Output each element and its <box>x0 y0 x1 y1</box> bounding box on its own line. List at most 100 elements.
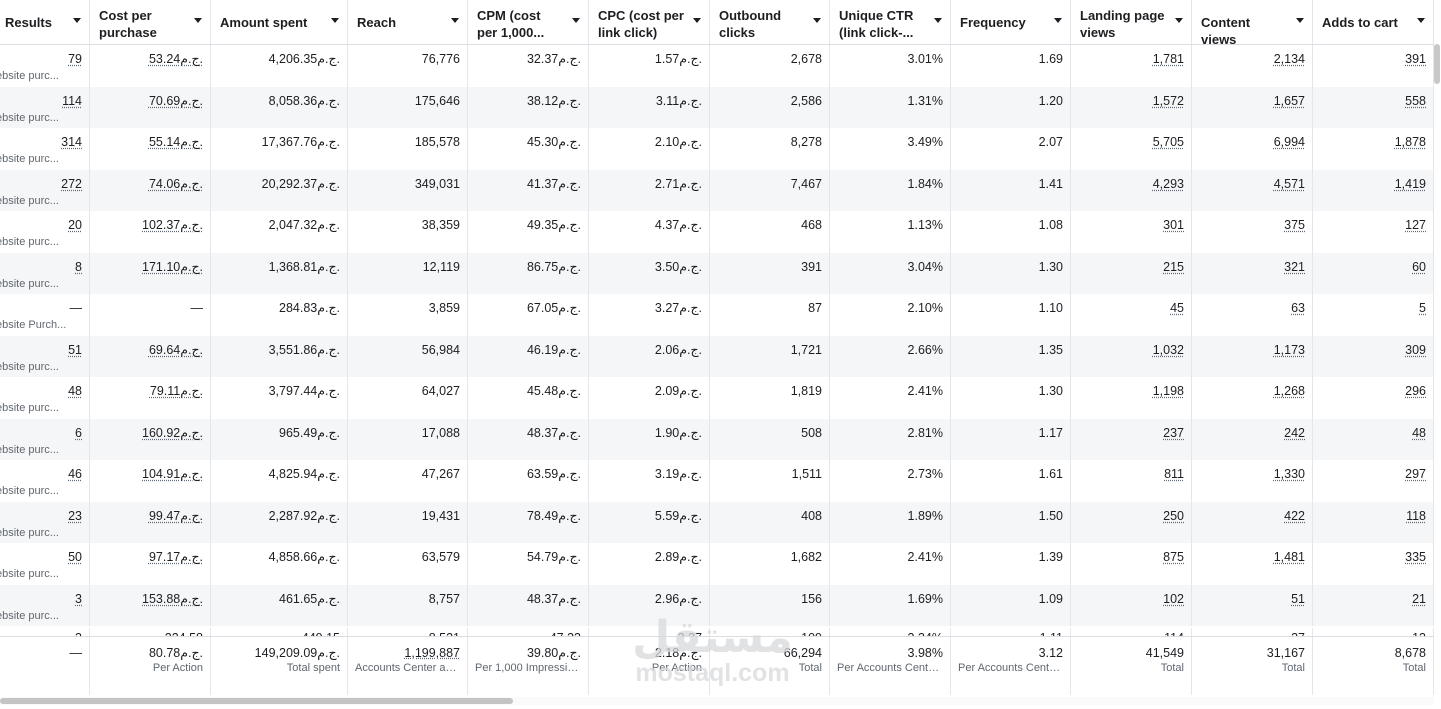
cell-results[interactable]: 6 ebsite purc... <box>0 418 90 460</box>
sort-caret-icon[interactable] <box>331 18 339 23</box>
sort-caret-icon[interactable] <box>194 18 202 23</box>
cell-cv[interactable]: 63 <box>1192 294 1313 336</box>
header-outbound[interactable]: Outbound clicks <box>710 0 830 44</box>
cell-cv[interactable]: 375 <box>1192 211 1313 253</box>
table-row[interactable]: 50 ebsite purc... 97.17ج.م. 4,858.66ج.م. 63,… <box>0 543 1434 585</box>
cell-cv[interactable]: 51 <box>1192 584 1313 626</box>
cell-atc[interactable]: 1,878 <box>1313 128 1434 170</box>
table-row[interactable]: — ebsite Purch... —284.83ج.م. 3,859 67.05ج.م… <box>0 294 1434 336</box>
cell-atc[interactable]: 127 <box>1313 211 1434 253</box>
table-row[interactable]: 51 ebsite purc... 69.64ج.م. 3,551.86ج.م. 56,… <box>0 335 1434 377</box>
sort-caret-icon[interactable] <box>73 18 81 23</box>
cell-lpv[interactable]: 215 <box>1071 252 1192 294</box>
cell-cv[interactable]: 2,134 <box>1192 45 1313 87</box>
header-freq[interactable]: Frequency <box>951 0 1071 44</box>
cell-cpp[interactable]: 69.64ج.م. <box>90 335 211 377</box>
cell-cpp[interactable]: 55.14ج.م. <box>90 128 211 170</box>
cell-results[interactable]: 3 ebsite purc... <box>0 584 90 626</box>
cell-cv[interactable]: 1,173 <box>1192 335 1313 377</box>
vertical-scrollbar[interactable] <box>1434 0 1441 709</box>
sort-caret-icon[interactable] <box>451 18 459 23</box>
cell-lpv[interactable]: 237 <box>1071 418 1192 460</box>
cell-results[interactable]: 114 ebsite purc... <box>0 86 90 128</box>
sort-caret-icon[interactable] <box>1175 18 1183 23</box>
cell-atc[interactable]: 118 <box>1313 501 1434 543</box>
table-row[interactable]: 3 ebsite purc... 153.88ج.م. 461.65ج.م. 8,757… <box>0 584 1434 626</box>
table-row[interactable]: 46 ebsite purc... 104.91ج.م. 4,825.94ج.م. 47… <box>0 460 1434 502</box>
table-row[interactable]: 314 ebsite purc... 55.14ج.م. 17,367.76ج.م. 1… <box>0 128 1434 170</box>
header-cpp[interactable]: Cost per purchase <box>90 0 211 44</box>
cell-atc[interactable]: 297 <box>1313 460 1434 502</box>
header-cpc[interactable]: CPC (cost per link click) <box>589 0 710 44</box>
cell-cpp[interactable]: 53.24ج.م. <box>90 45 211 87</box>
cell-results[interactable]: 20 ebsite purc... <box>0 211 90 253</box>
sort-caret-icon[interactable] <box>1417 18 1425 23</box>
cell-atc[interactable]: 48 <box>1313 418 1434 460</box>
cell-atc[interactable]: 21 <box>1313 584 1434 626</box>
cell-atc[interactable]: 60 <box>1313 252 1434 294</box>
cell-lpv[interactable]: 45 <box>1071 294 1192 336</box>
header-atc[interactable]: Adds to cart <box>1313 0 1434 44</box>
cell-atc[interactable]: 558 <box>1313 86 1434 128</box>
cell-results[interactable]: 8 ebsite purc... <box>0 252 90 294</box>
cell-atc[interactable]: 335 <box>1313 543 1434 585</box>
sort-caret-icon[interactable] <box>693 18 701 23</box>
cell-cpp[interactable]: 171.10ج.م. <box>90 252 211 294</box>
cell-cpp[interactable]: 153.88ج.م. <box>90 584 211 626</box>
cell-results[interactable]: 272 ebsite purc... <box>0 169 90 211</box>
table-row[interactable]: 6 ebsite purc... 160.92ج.م. 965.49ج.م. 17,08… <box>0 418 1434 460</box>
cell-lpv[interactable]: 301 <box>1071 211 1192 253</box>
cell-cpp[interactable]: 160.92ج.م. <box>90 418 211 460</box>
table-row[interactable]: 79 ebsite purc... 53.24ج.م. 4,206.35ج.م. 76,… <box>0 45 1434 87</box>
header-lpv[interactable]: Landing page views <box>1071 0 1192 44</box>
sort-caret-icon[interactable] <box>572 18 580 23</box>
cell-lpv[interactable]: 102 <box>1071 584 1192 626</box>
cell-lpv[interactable]: 4,293 <box>1071 169 1192 211</box>
cell-cpp[interactable]: 79.11ج.م. <box>90 377 211 419</box>
cell-results[interactable]: 23 ebsite purc... <box>0 501 90 543</box>
cell-lpv[interactable]: 5,705 <box>1071 128 1192 170</box>
table-row[interactable]: 23 ebsite purc... 99.47ج.م. 2,287.92ج.م. 19,… <box>0 501 1434 543</box>
table-row[interactable]: 114 ebsite purc... 70.69ج.م. 8,058.36ج.م. 17… <box>0 86 1434 128</box>
sort-caret-icon[interactable] <box>1054 18 1062 23</box>
sort-caret-icon[interactable] <box>1296 18 1304 23</box>
header-spent[interactable]: Amount spent <box>211 0 348 44</box>
cell-atc[interactable]: 391 <box>1313 45 1434 87</box>
vertical-scroll-thumb[interactable] <box>1434 44 1440 84</box>
table-row[interactable]: 48 ebsite purc... 79.11ج.م. 3,797.44ج.م. 64,… <box>0 377 1434 419</box>
cell-cpp[interactable]: 74.06ج.م. <box>90 169 211 211</box>
cell-cpp[interactable]: — <box>90 294 211 336</box>
cell-atc[interactable]: 296 <box>1313 377 1434 419</box>
table-row[interactable]: 8 ebsite purc... 171.10ج.م. 1,368.81ج.م. 12,… <box>0 252 1434 294</box>
cell-cv[interactable]: 1,330 <box>1192 460 1313 502</box>
table-row[interactable]: 20 ebsite purc... 102.37ج.م. 2,047.32ج.م. 38… <box>0 211 1434 253</box>
sort-caret-icon[interactable] <box>813 18 821 23</box>
cell-results[interactable]: 50 ebsite purc... <box>0 543 90 585</box>
cell-results[interactable]: 79 ebsite purc... <box>0 45 90 87</box>
cell-results[interactable]: 46 ebsite purc... <box>0 460 90 502</box>
header-cpm[interactable]: CPM (cost per 1,000... <box>468 0 589 44</box>
cell-cpp[interactable]: 97.17ج.م. <box>90 543 211 585</box>
cell-cv[interactable]: 4,571 <box>1192 169 1313 211</box>
cell-cv[interactable]: 242 <box>1192 418 1313 460</box>
cell-lpv[interactable]: 1,572 <box>1071 86 1192 128</box>
cell-cpp[interactable]: 104.91ج.م. <box>90 460 211 502</box>
cell-lpv[interactable]: 1,032 <box>1071 335 1192 377</box>
cell-atc[interactable]: 309 <box>1313 335 1434 377</box>
cell-lpv[interactable]: 250 <box>1071 501 1192 543</box>
cell-cpp[interactable]: 99.47ج.م. <box>90 501 211 543</box>
cell-lpv[interactable]: 875 <box>1071 543 1192 585</box>
cell-atc[interactable]: 5 <box>1313 294 1434 336</box>
cell-lpv[interactable]: 811 <box>1071 460 1192 502</box>
header-reach[interactable]: Reach <box>348 0 468 44</box>
cell-lpv[interactable]: 1,198 <box>1071 377 1192 419</box>
header-cv[interactable]: Content views <box>1192 0 1313 44</box>
cell-lpv[interactable]: 1,781 <box>1071 45 1192 87</box>
cell-cv[interactable]: 422 <box>1192 501 1313 543</box>
sort-caret-icon[interactable] <box>934 18 942 23</box>
cell-cpp[interactable]: 70.69ج.م. <box>90 86 211 128</box>
cell-results[interactable]: 314 ebsite purc... <box>0 128 90 170</box>
cell-results[interactable]: — ebsite Purch... <box>0 294 90 336</box>
horizontal-scroll-thumb[interactable] <box>0 698 513 704</box>
cell-atc[interactable]: 1,419 <box>1313 169 1434 211</box>
